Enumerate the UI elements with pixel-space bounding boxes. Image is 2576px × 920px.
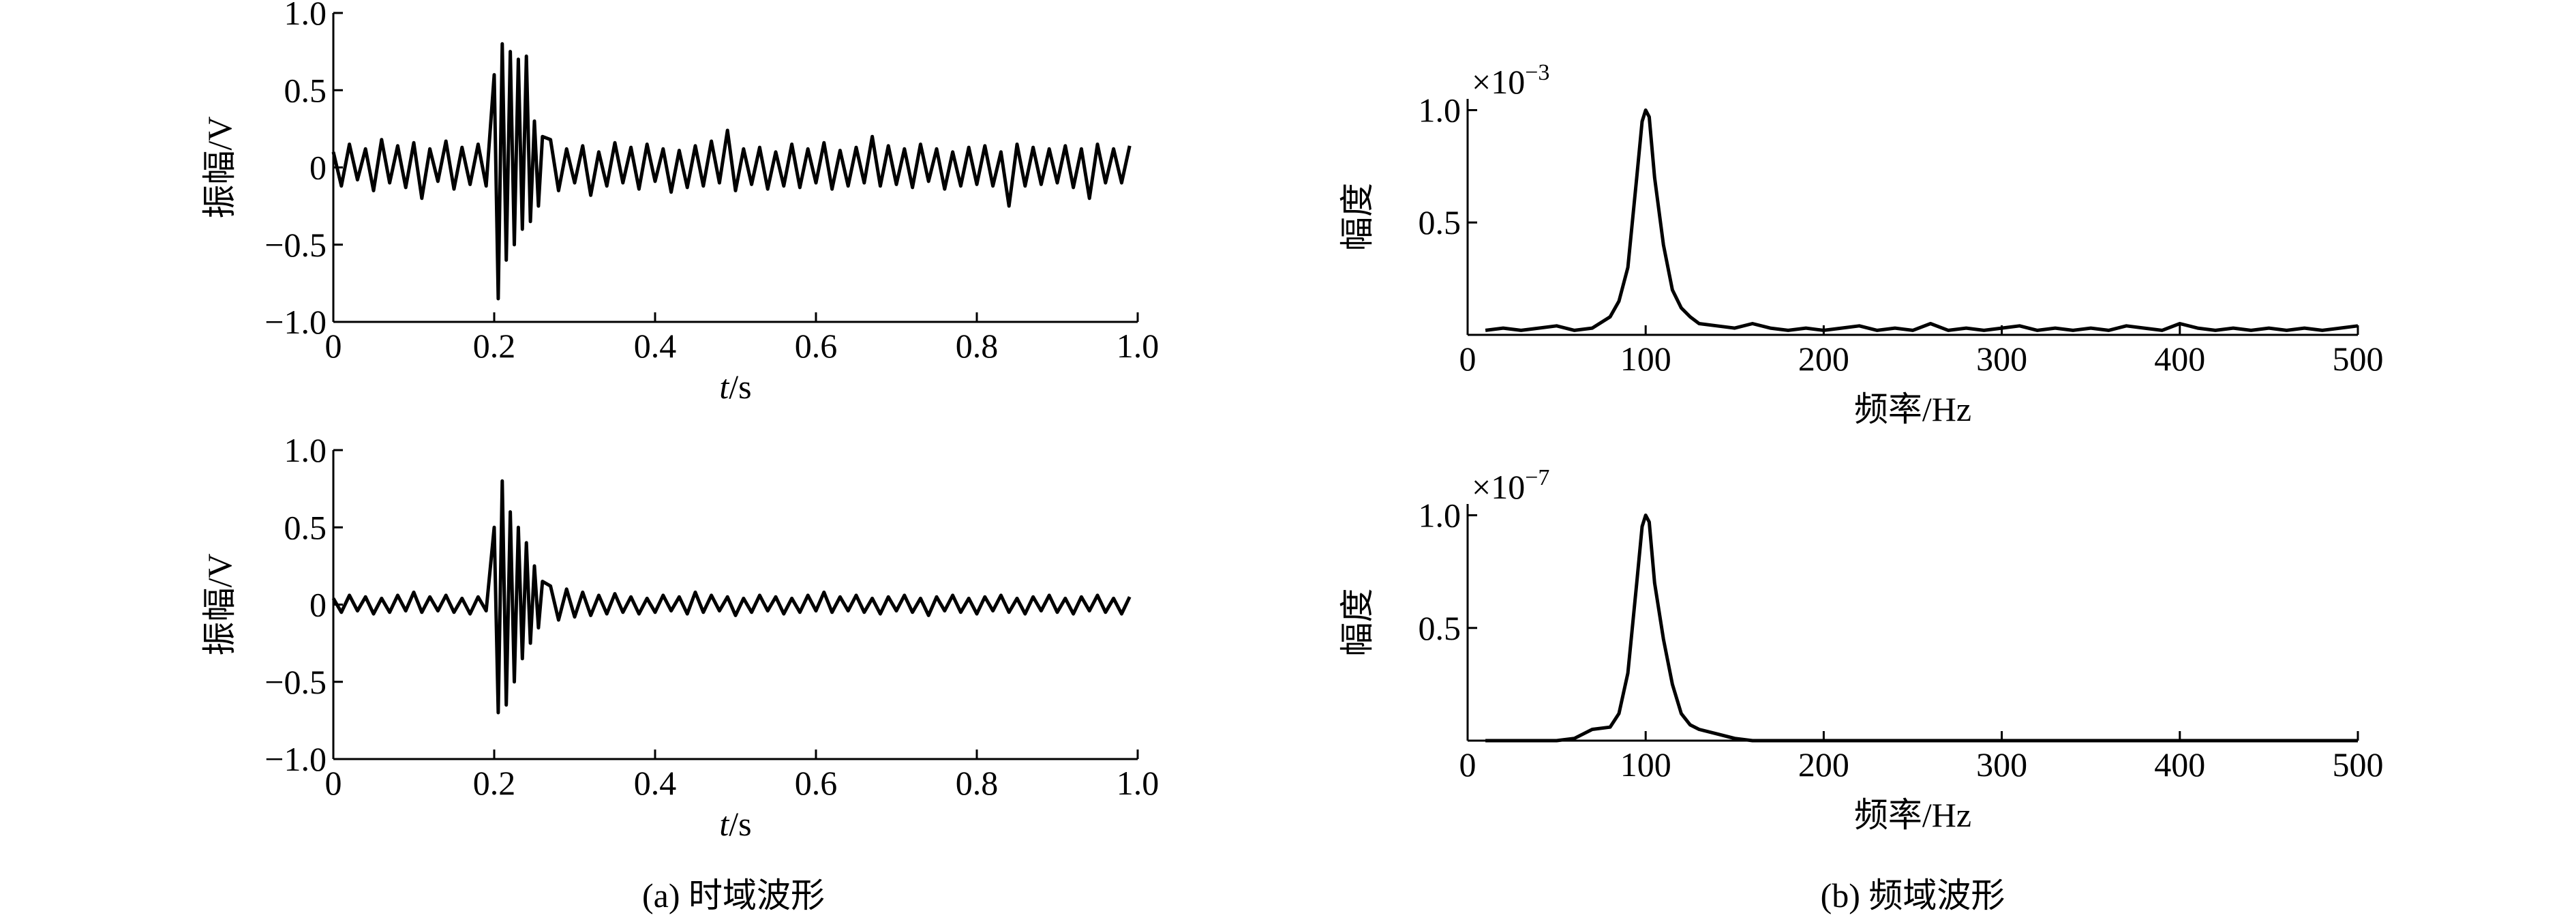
x-tick-label: 0 <box>1459 340 1476 378</box>
signal-line <box>331 479 1132 715</box>
y-tick-label: −0.5 <box>264 226 327 264</box>
y-tick-label: 0.5 <box>284 71 327 109</box>
y-tick-label: 1.0 <box>1419 496 1461 535</box>
y-tick-label: 0.5 <box>1419 609 1461 647</box>
x-tick-label: 0.8 <box>956 764 999 802</box>
signal-line <box>331 42 1132 301</box>
x-tick-label: 200 <box>1798 340 1849 378</box>
x-tick-label: 0.4 <box>634 764 677 802</box>
x-axis-label: t/s <box>719 805 751 843</box>
x-tick-label: 500 <box>2333 340 2384 378</box>
y-tick-label: −1.0 <box>264 303 327 341</box>
x-tick-label: 1.0 <box>1117 327 1160 365</box>
x-tick-label: 300 <box>1976 340 2027 378</box>
y-axis-label: 振幅/V <box>200 554 239 656</box>
y-multiplier: ×10−7 <box>1472 465 1549 506</box>
x-tick-label: 300 <box>1976 745 2027 784</box>
x-tick-label: 100 <box>1620 340 1671 378</box>
y-tick-label: 1.0 <box>284 431 327 469</box>
y-tick-label: 0 <box>309 586 327 624</box>
multiplier-base: ×10 <box>1472 63 1525 101</box>
x-tick-label: 0.6 <box>795 764 838 802</box>
y-tick-label: −1.0 <box>264 740 327 778</box>
x-label-symbol: t <box>719 368 729 406</box>
x-axis-label: 频率/Hz <box>1854 796 1971 834</box>
y-axis-label: 幅度 <box>1338 183 1376 251</box>
x-label-unit: /s <box>729 805 751 843</box>
x-axis-label: 频率/Hz <box>1854 390 1971 428</box>
multiplier-base: ×10 <box>1472 468 1525 506</box>
x-tick-label: 1.0 <box>1117 764 1160 802</box>
x-tick-label: 0 <box>325 764 342 802</box>
x-tick-label: 0 <box>325 327 342 365</box>
y-axis-label: 幅度 <box>1338 589 1376 657</box>
multiplier-exponent: −3 <box>1525 60 1549 85</box>
x-tick-label: 0 <box>1459 745 1476 784</box>
x-tick-label: 0.2 <box>473 764 516 802</box>
x-tick-label: 0.8 <box>956 327 999 365</box>
signal-line <box>1485 108 2359 332</box>
caption: (b) 频域波形 <box>1821 876 2005 915</box>
y-tick-label: 0 <box>309 149 327 187</box>
x-tick-label: 0.2 <box>473 327 516 365</box>
x-label-symbol: t <box>719 805 729 843</box>
signal-line <box>1485 514 2358 743</box>
x-axis-label: t/s <box>719 368 751 406</box>
caption: (a) 时域波形 <box>642 876 825 915</box>
y-tick-label: 1.0 <box>1419 91 1461 129</box>
x-tick-label: 0.6 <box>795 327 838 365</box>
x-tick-label: 400 <box>2154 340 2205 378</box>
y-multiplier: ×10−3 <box>1472 60 1549 101</box>
x-label-unit: /s <box>729 368 751 406</box>
x-tick-label: 200 <box>1798 745 1849 784</box>
x-tick-label: 100 <box>1620 745 1671 784</box>
x-tick-label: 500 <box>2333 745 2384 784</box>
y-tick-label: 0.5 <box>1419 203 1461 241</box>
y-tick-label: 0.5 <box>284 508 327 546</box>
multiplier-exponent: −7 <box>1525 465 1549 490</box>
y-tick-label: −0.5 <box>264 663 327 701</box>
y-tick-label: 1.0 <box>284 0 327 32</box>
y-axis-label: 振幅/V <box>200 117 239 219</box>
x-tick-label: 0.4 <box>634 327 677 365</box>
x-tick-label: 400 <box>2154 745 2205 784</box>
